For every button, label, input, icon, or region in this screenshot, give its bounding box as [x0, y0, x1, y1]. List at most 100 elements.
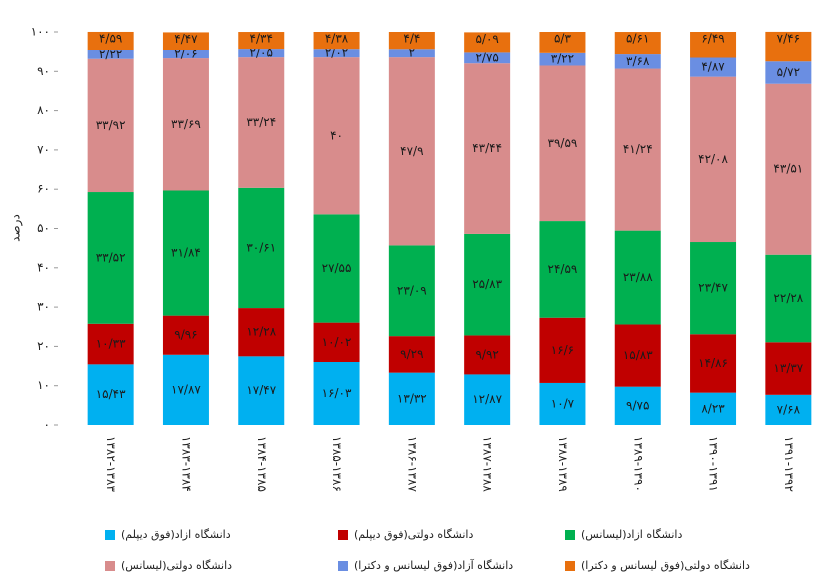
bar-segment — [313, 32, 360, 50]
y-tick-label: ۰ — [44, 418, 50, 432]
bar-segment — [87, 31, 134, 50]
data-label: ۲۲/۲۸ — [773, 291, 803, 305]
bar-segment — [87, 323, 134, 365]
bar-segment — [464, 63, 511, 234]
bar-segment — [539, 382, 586, 425]
bar-segment — [690, 334, 737, 393]
bar-segment — [464, 32, 511, 53]
data-label: ۹/۲۹ — [400, 347, 423, 361]
data-label: ۹/۷۵ — [626, 398, 649, 412]
data-label: ۴/۳۸ — [325, 32, 349, 46]
bar-segment — [313, 57, 360, 215]
bar-segment — [162, 354, 209, 425]
legend-swatch — [338, 561, 348, 571]
data-label: ۷/۴۶ — [777, 31, 800, 45]
data-label: ۳۳/۶۹ — [171, 117, 201, 131]
x-tick-label: ۱۳۸۷-۱۳۸۸ — [481, 436, 495, 492]
x-tick-label: ۱۳۹۱-۱۳۹۲ — [782, 436, 796, 492]
data-label: ۳/۶۸ — [626, 54, 650, 68]
data-label: ۳۱/۸۴ — [171, 246, 201, 260]
data-label: ۴۰ — [330, 128, 343, 142]
x-tick-label: ۱۳۸۳-۱۳۸۴ — [179, 436, 193, 492]
bar-segment — [690, 32, 737, 58]
data-label: ۱۲/۸۷ — [472, 392, 502, 406]
data-label: ۵/۳ — [554, 32, 571, 46]
bar-segment — [614, 54, 661, 69]
bar-segment — [313, 322, 360, 363]
bar-segment — [238, 32, 285, 50]
bar-segment — [162, 190, 209, 316]
data-label: ۴۲/۰۸ — [698, 152, 728, 166]
bar-segment — [539, 221, 586, 318]
bar-segment — [313, 214, 360, 323]
bar-segment — [162, 32, 209, 50]
bar-segment — [765, 83, 812, 255]
bar-segment — [765, 342, 812, 395]
data-label: ۲۳/۸۸ — [623, 270, 653, 284]
data-label: ۱۴/۸۶ — [698, 356, 728, 370]
data-label: ۳۳/۵۲ — [96, 250, 126, 264]
bar-segment — [388, 32, 435, 50]
data-label: ۲ — [409, 46, 415, 60]
data-label: ۲/۷۵ — [475, 50, 498, 64]
data-label: ۱۳/۳۲ — [397, 391, 427, 405]
data-label: ۴/۵۹ — [99, 31, 122, 45]
y-tick-label: ۱۰ — [37, 378, 50, 392]
bar-segment — [765, 61, 812, 84]
bar-segment — [162, 315, 209, 355]
bar-segment — [388, 245, 435, 337]
data-label: ۹/۹۶ — [174, 328, 197, 342]
data-label: ۲۳/۰۹ — [397, 283, 427, 297]
bar-segment — [539, 317, 586, 383]
x-tick-label: ۱۳۸۵-۱۳۸۶ — [330, 436, 344, 492]
legend-swatch — [105, 561, 115, 571]
bar-segment — [238, 49, 285, 58]
bar-segment — [388, 57, 435, 246]
legend-label: دانشگاه دولتی(فوق دیپلم) — [354, 528, 473, 541]
bar-segment — [765, 31, 812, 62]
bar-segment — [313, 49, 360, 58]
y-tick-label: ۵۰ — [37, 221, 50, 235]
bar-segment — [313, 362, 360, 425]
data-label: ۵/۰۹ — [475, 32, 498, 46]
data-label: ۲۴/۵۹ — [548, 262, 578, 276]
bar-segment — [539, 32, 586, 53]
bar-segment — [464, 233, 511, 336]
y-tick-label: ۲۰ — [37, 339, 50, 353]
data-label: ۱۲/۲۸ — [246, 325, 276, 339]
y-tick-label: ۳۰ — [37, 300, 50, 314]
y-tick-label: ۴۰ — [37, 260, 50, 274]
bar-segment — [388, 49, 435, 58]
data-label: ۱۰/۳۳ — [96, 337, 126, 351]
data-label: ۱۵/۸۳ — [623, 348, 653, 362]
data-label: ۳/۲۲ — [551, 52, 574, 66]
x-tick-label: ۱۳۸۶-۱۳۸۷ — [405, 436, 419, 492]
bar-segment — [162, 49, 209, 59]
data-label: ۳۳/۲۴ — [246, 115, 276, 129]
y-tick-label: ۱۰۰ — [31, 25, 50, 39]
legend-swatch — [338, 530, 348, 540]
data-label: ۴/۴۷ — [174, 32, 198, 46]
data-label: ۸/۲۳ — [701, 401, 725, 415]
data-label: ۲/۰۵ — [250, 46, 273, 60]
data-label: ۱۶/۶ — [551, 343, 574, 357]
bar-segment — [539, 65, 586, 222]
data-label: ۲۳/۴۷ — [698, 281, 728, 295]
bar-segment — [238, 308, 285, 357]
data-label: ۴۷/۹ — [400, 144, 423, 158]
y-tick-label: ۷۰ — [37, 142, 50, 156]
bar-segment — [765, 254, 812, 343]
bar-segment — [614, 230, 661, 325]
legend-label: دانشگاه آزاد(فوق لیسانس و دکترا) — [354, 558, 513, 572]
y-axis-label: درصد — [9, 214, 24, 242]
bar-segment — [464, 374, 511, 425]
bar-segment — [765, 394, 812, 425]
bar-segment — [162, 58, 209, 191]
data-label: ۴/۳۴ — [250, 32, 273, 46]
data-label: ۶/۴۹ — [701, 32, 724, 46]
bar-segment — [464, 52, 511, 64]
data-label: ۴۱/۲۴ — [623, 142, 653, 156]
bar-segment — [614, 324, 661, 387]
bar-segment — [614, 32, 661, 55]
